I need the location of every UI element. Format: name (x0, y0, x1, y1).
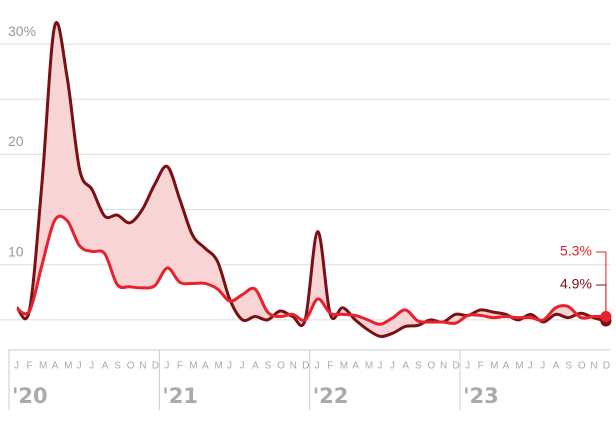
x-tick-label: D (302, 361, 310, 372)
x-tick-label: F (478, 361, 485, 372)
x-tick-label: J (164, 361, 170, 372)
x-tick-label: A (503, 361, 511, 372)
x-tick-label: N (139, 361, 147, 372)
y-tick-label: 30% (8, 23, 36, 39)
x-tick-label: O (127, 361, 136, 372)
x-tick-label: D (453, 361, 461, 372)
x-tick-label: J (89, 361, 95, 372)
y-tick-label: 20 (8, 133, 24, 149)
year-label: '20 (12, 384, 48, 408)
x-tick-label: M (214, 361, 223, 372)
gap-area (17, 22, 606, 337)
x-tick-label: A (553, 361, 561, 372)
x-tick-label: M (340, 361, 349, 372)
x-tick-label: S (265, 361, 273, 372)
x-tick-label: N (290, 361, 298, 372)
x-tick-label: J (528, 361, 534, 372)
x-tick-label: S (565, 361, 573, 372)
x-tick-label: M (39, 361, 48, 372)
x-tick-label: J (540, 361, 546, 372)
x-tick-label: A (252, 361, 260, 372)
x-tick-label: F (177, 361, 184, 372)
x-tick-label: D (152, 361, 160, 372)
x-tick-label: A (202, 361, 210, 372)
x-tick-label: J (227, 361, 233, 372)
x-tick-label: J (240, 361, 246, 372)
x-tick-label: M (64, 361, 73, 372)
x-tick-label: M (515, 361, 524, 372)
x-tick-label: J (390, 361, 396, 372)
line (16, 214, 606, 326)
x-tick-label: A (102, 361, 110, 372)
x-tick-label: S (415, 361, 423, 372)
x-tick-label: M (189, 361, 198, 372)
x-tick-label: J (377, 361, 383, 372)
end-dot (600, 311, 612, 323)
x-tick-label: D (603, 361, 611, 372)
x-tick-label: J (14, 361, 20, 372)
end-label: 5.3% (560, 243, 592, 259)
x-tick-label: M (365, 361, 374, 372)
end-label: 4.9% (560, 276, 592, 292)
x-tick-label: O (578, 361, 587, 372)
x-tick-label: J (465, 361, 471, 372)
x-tick-label: A (352, 361, 360, 372)
x-tick-label: A (52, 361, 60, 372)
x-tick-label: A (402, 361, 410, 372)
year-label: '22 (313, 384, 349, 408)
x-tick-label: M (490, 361, 499, 372)
x-tick-label: O (277, 361, 286, 372)
x-tick-label: F (327, 361, 334, 372)
x-tick-label: N (590, 361, 598, 372)
x-tick-label: N (440, 361, 448, 372)
x-tick-label: J (315, 361, 321, 372)
x-tick-label: F (27, 361, 34, 372)
x-tick-label: J (77, 361, 83, 372)
y-tick-label: 10 (8, 243, 24, 259)
x-tick-label: O (427, 361, 436, 372)
leader-line (595, 251, 607, 317)
x-tick-label: S (114, 361, 122, 372)
year-label: '21 (162, 384, 198, 408)
year-label: '23 (463, 384, 499, 408)
